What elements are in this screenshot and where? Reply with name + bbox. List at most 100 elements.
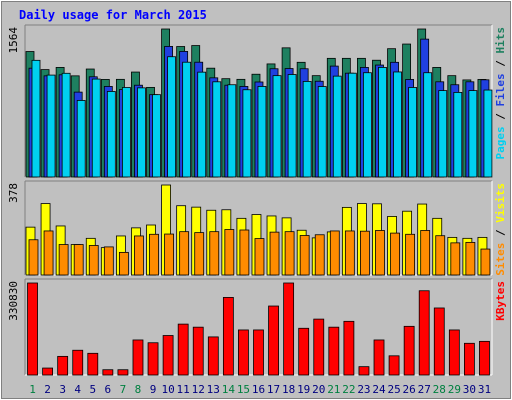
bar-pages-day-24	[378, 67, 387, 178]
bar-kbytes-day-11	[177, 323, 189, 376]
bar-pages-day-28	[438, 90, 448, 178]
day-label-15: 15	[237, 383, 250, 396]
day-label-6: 6	[105, 383, 112, 396]
day-label-9: 9	[150, 383, 157, 396]
bar-sites-day-25	[390, 232, 400, 276]
bar-kbytes-day-9	[147, 342, 159, 376]
bar-pages-day-21	[332, 75, 342, 178]
day-label-3: 3	[59, 383, 66, 396]
bar-sites-day-5	[88, 245, 99, 276]
bar-pages-day-6	[106, 91, 116, 178]
bar-pages-day-9	[152, 94, 161, 178]
day-label-4: 4	[74, 383, 81, 396]
day-label-14: 14	[222, 383, 236, 396]
legend-separator: /	[494, 54, 507, 74]
bar-kbytes-day-2	[42, 367, 53, 376]
bar-kbytes-day-29	[448, 329, 460, 376]
bar-sites-day-21	[329, 230, 340, 276]
day-label-11: 11	[177, 383, 190, 396]
bar-sites-day-12	[194, 232, 205, 276]
bar-kbytes-day-15	[238, 329, 249, 376]
bar-kbytes-day-20	[313, 318, 325, 376]
bar-kbytes-day-3	[57, 355, 69, 376]
panel-hits-files-pages: 1564 Pages / Files / Hits	[7, 24, 507, 178]
bar-pages-day-26	[408, 87, 418, 178]
bar-pages-day-23	[363, 72, 372, 178]
bar-pages-day-13	[212, 81, 222, 178]
bar-kbytes-day-1	[27, 282, 38, 376]
legend-separator: /	[494, 107, 507, 127]
bar-sites-day-30	[465, 241, 476, 276]
bar-pages-day-1	[31, 59, 41, 178]
day-label-10: 10	[161, 383, 174, 396]
day-label-30: 30	[463, 383, 476, 396]
day-label-16: 16	[252, 383, 265, 396]
bar-pages-day-29	[453, 92, 463, 178]
bar-kbytes-day-12	[192, 326, 204, 376]
day-label-20: 20	[312, 383, 325, 396]
bar-sites-day-7	[118, 251, 129, 276]
bar-sites-day-2	[43, 230, 54, 276]
bar-pages-day-16	[257, 86, 267, 178]
legend-pages: Pages	[494, 126, 507, 159]
bar-kbytes-day-23	[358, 366, 370, 376]
bar-sites-day-31	[480, 248, 491, 276]
day-label-5: 5	[89, 383, 96, 396]
day-label-1: 1	[29, 383, 36, 396]
day-label-26: 26	[403, 383, 416, 396]
bar-kbytes-day-10	[162, 335, 174, 376]
legend-separator: /	[494, 223, 507, 243]
day-label-13: 13	[207, 383, 220, 396]
legend-visits: Visits	[494, 183, 507, 223]
day-label-2: 2	[44, 383, 51, 396]
bar-kbytes-day-24	[373, 339, 385, 376]
bar-pages-day-30	[468, 90, 478, 178]
legend-hits: Hits	[494, 27, 507, 54]
day-label-23: 23	[357, 383, 370, 396]
bar-pages-day-14	[227, 84, 237, 178]
bar-kbytes-day-21	[328, 326, 340, 376]
bar-pages-day-5	[91, 78, 101, 178]
bar-sites-day-8	[134, 235, 144, 276]
bar-pages-day-17	[272, 75, 282, 178]
day-label-31: 31	[478, 383, 491, 396]
bar-sites-day-6	[103, 246, 114, 276]
day-label-12: 12	[192, 383, 205, 396]
bar-pages-day-8	[137, 87, 146, 178]
bar-sites-day-23	[360, 230, 370, 276]
bar-kbytes-day-4	[72, 349, 84, 376]
bar-kbytes-day-19	[298, 327, 310, 376]
panels-layer: 1564 Pages / Files / Hits 378 Sites / Visit…	[7, 24, 507, 376]
bar-sites-day-3	[58, 244, 69, 276]
bar-sites-day-19	[299, 235, 310, 276]
day-label-29: 29	[448, 383, 461, 396]
panel-kbytes: 330830 KBytes	[7, 278, 507, 376]
panel-legend: Pages / Files / Hits	[494, 27, 507, 160]
day-label-28: 28	[433, 383, 446, 396]
bar-pages-day-18	[287, 74, 297, 178]
bar-kbytes-day-8	[132, 339, 144, 376]
bar-sites-day-15	[239, 229, 250, 276]
bar-sites-day-22	[344, 230, 355, 276]
bar-pages-day-15	[242, 89, 252, 178]
legend-files: Files	[494, 73, 507, 106]
bar-kbytes-day-27	[418, 290, 430, 376]
bar-pages-day-3	[61, 72, 71, 178]
bar-sites-day-11	[179, 231, 190, 276]
bar-pages-day-11	[182, 61, 192, 178]
bar-sites-day-29	[450, 242, 461, 276]
bar-kbytes-day-28	[433, 307, 445, 376]
bar-kbytes-day-13	[207, 336, 219, 376]
bar-pages-day-4	[76, 100, 86, 178]
bar-pages-day-7	[121, 87, 131, 178]
panel-legend: KBytes	[494, 281, 507, 321]
panel-max-label: 1564	[7, 27, 20, 54]
bar-pages-day-31	[483, 89, 493, 178]
x-axis-labels: 1 2 3 4 5 6 7 8 9 10 11 12 13 14 15 16 17 18 19 20 21 22 23 24 2…	[29, 383, 491, 396]
bar-sites-day-27	[420, 230, 431, 276]
bar-pages-day-25	[393, 71, 402, 178]
bar-kbytes-day-5	[87, 352, 99, 376]
bar-pages-day-20	[317, 86, 327, 178]
day-label-8: 8	[135, 383, 142, 396]
